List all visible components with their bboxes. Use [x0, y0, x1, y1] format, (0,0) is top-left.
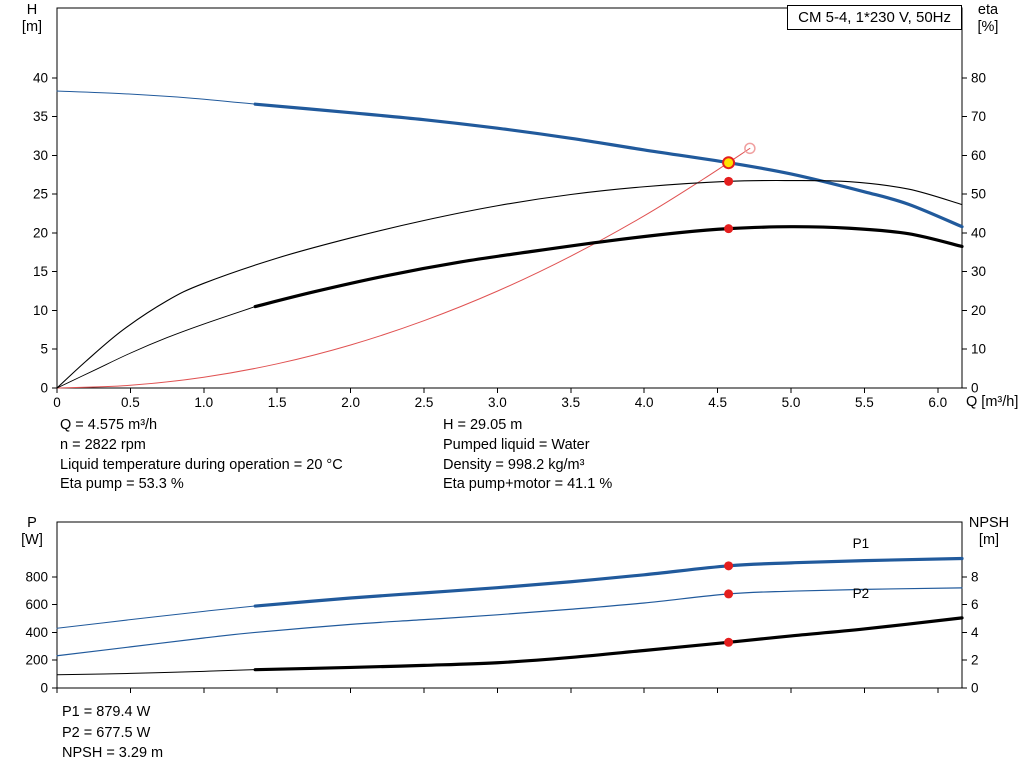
- eta-pump-motor-curve: [253, 225, 964, 309]
- y-tick-label-right: 50: [971, 187, 986, 202]
- info-eta-pump-motor: Eta pump+motor = 41.1 %: [443, 476, 613, 493]
- p-axis-unit: [W]: [21, 532, 43, 548]
- duty-point-marker: [722, 156, 736, 170]
- x-tick-label: 0: [53, 395, 61, 410]
- h-axis-title: H [m]: [14, 2, 50, 36]
- y-tick-label-left: 400: [25, 625, 48, 640]
- eta-pump-curve: [56, 179, 963, 389]
- info-q: Q = 4.575 m³/h: [60, 417, 158, 433]
- x-tick-label: 4.0: [635, 395, 654, 410]
- pump-hq-curve-lead: [56, 90, 256, 105]
- y-tick-label-left: 600: [25, 597, 48, 612]
- p-axis-symbol: P: [27, 515, 37, 531]
- p1-point: [724, 561, 734, 571]
- y-tick-label-right: 2: [971, 653, 979, 668]
- x-tick-label: 1.5: [268, 395, 287, 410]
- x-tick-label: 3.0: [488, 395, 507, 410]
- eta-axis-symbol: eta: [977, 2, 999, 18]
- y-tick-label-left: 40: [33, 70, 48, 85]
- y-tick-label-left: 25: [33, 187, 48, 202]
- power-info: P1 = 879.4 W P2 = 677.5 W NPSH = 3.29 m: [62, 702, 163, 764]
- h-axis-unit: [m]: [21, 19, 43, 35]
- pump-hq-curve: [253, 102, 964, 229]
- y-tick-label-right: 20: [971, 303, 986, 318]
- p2-series-label: P2: [853, 586, 870, 601]
- p2-curve: [56, 587, 963, 657]
- eta-pump-motor-point: [724, 224, 734, 234]
- y-tick-label-right: 6: [971, 597, 979, 612]
- y-tick-label-left: 30: [33, 148, 48, 163]
- x-tick-label: 6.0: [928, 395, 947, 410]
- y-tick-label-left: 0: [40, 681, 48, 696]
- x-tick-label: 1.0: [194, 395, 213, 410]
- x-tick-label: 2.5: [415, 395, 434, 410]
- x-tick-label: 2.0: [341, 395, 360, 410]
- plot-frame: [56, 7, 963, 389]
- p2-point: [724, 589, 734, 599]
- eta-axis-unit: [%]: [977, 19, 999, 35]
- info-head: H = 29.05 m: [443, 417, 523, 433]
- npsh-point: [724, 637, 734, 647]
- x-tick-label: 5.0: [782, 395, 801, 410]
- info-pumped-liquid: Pumped liquid = Water: [443, 436, 590, 453]
- npsh-axis-symbol: NPSH: [968, 515, 1010, 531]
- y-tick-label-left: 10: [33, 303, 48, 318]
- x-tick-label: 3.5: [561, 395, 580, 410]
- operating-info-right: H = 29.05 m Pumped liquid = Water Densit…: [443, 416, 612, 495]
- y-tick-label-right: 80: [971, 70, 986, 85]
- npsh-curve-lead: [56, 669, 256, 676]
- y-tick-label-right: 10: [971, 342, 986, 357]
- info-p2: P2 = 677.5 W: [62, 724, 151, 741]
- p1-series-label: P1: [853, 536, 870, 551]
- info-density: Density = 998.2 kg/m³: [443, 456, 585, 473]
- y-tick-label-right: 0: [971, 381, 979, 396]
- h-axis-symbol: H: [26, 2, 38, 18]
- npsh-curve: [253, 616, 964, 672]
- eta-axis-title: eta [%]: [966, 2, 1010, 36]
- p-axis-title: P [W]: [14, 515, 50, 549]
- pump-hq-eta-chart: 0 0.5 1.0 1.5 2.0 2.5 3.0 3.5 4.0 4.5 5.0 5.5 6.0 0 5 1…: [33, 7, 986, 410]
- y-tick-label-right: 30: [971, 264, 986, 279]
- system-curve: [56, 147, 751, 389]
- y-tick-label-right: 60: [971, 148, 986, 163]
- info-speed: n = 2822 rpm: [60, 436, 146, 453]
- info-npsh: NPSH = 3.29 m: [62, 745, 164, 762]
- y-tick-label-right: 40: [971, 225, 986, 240]
- info-liquid-temp: Liquid temperature during operation = 20…: [60, 456, 343, 473]
- y-tick-label-left: 15: [33, 264, 48, 279]
- y-tick-label-left: 20: [33, 225, 48, 240]
- x-tick-label: 5.5: [855, 395, 874, 410]
- eta-pump-motor-curve-lead: [56, 306, 256, 389]
- operating-info-left: Q = 4.575 m³/h n = 2822 rpm Liquid tempe…: [60, 416, 343, 495]
- y-tick-label-right: 0: [971, 681, 979, 696]
- y-tick-label-left: 35: [33, 109, 48, 124]
- npsh-axis-unit: [m]: [978, 532, 1000, 548]
- y-tick-label-left: 0: [40, 381, 48, 396]
- x-tick-label: 4.5: [708, 395, 727, 410]
- info-eta-pump: Eta pump = 53.3 %: [60, 476, 184, 493]
- y-tick-label-left: 800: [25, 569, 48, 584]
- power-npsh-chart: 0 200 400 600 800 0 2 4 6 8 P1 P2: [25, 521, 979, 696]
- pump-model-title-box: CM 5-4, 1*230 V, 50Hz: [787, 5, 962, 30]
- x-tick-label: 0.5: [121, 395, 140, 410]
- y-tick-label-left: 200: [25, 653, 48, 668]
- info-p1: P1 = 879.4 W: [62, 704, 151, 720]
- requested-duty-marker: [744, 142, 756, 155]
- y-tick-label-right: 70: [971, 109, 986, 124]
- q-axis-title: Q [m³/h]: [966, 394, 1019, 410]
- y-tick-label-right: 4: [971, 625, 979, 640]
- npsh-axis-title: NPSH [m]: [960, 515, 1018, 549]
- y-tick-label-left: 5: [40, 342, 48, 357]
- p1-curve: [253, 556, 964, 608]
- y-tick-label-right: 8: [971, 569, 979, 584]
- p1-curve-lead: [56, 605, 256, 629]
- eta-pump-point: [724, 176, 734, 186]
